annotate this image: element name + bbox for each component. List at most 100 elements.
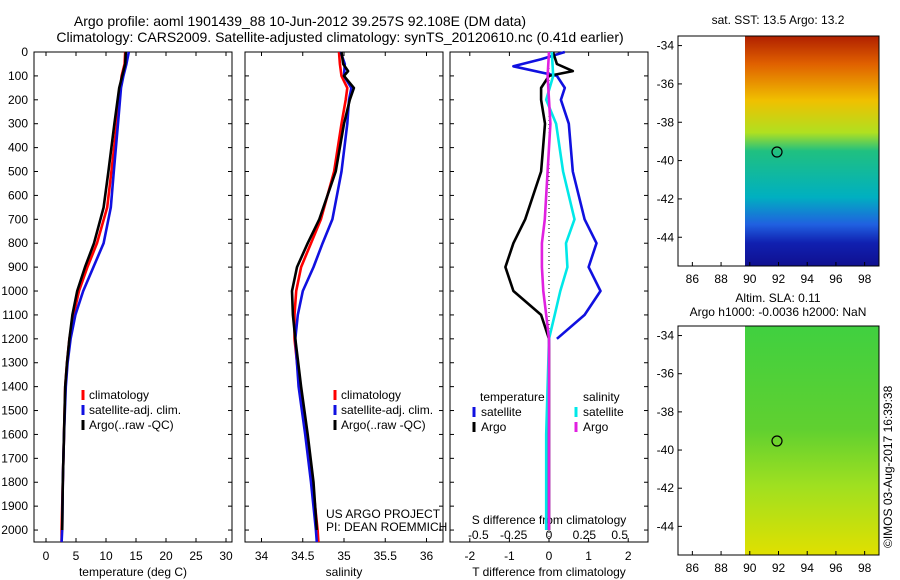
depth-tick-label: 1700	[1, 451, 28, 465]
sst-title: sat. SST: 13.5 Argo: 13.2	[712, 13, 845, 27]
axis-ticks: 0100200300400500600700800900100011001200…	[1, 39, 871, 575]
depth-tick-label: 1200	[1, 332, 28, 346]
map-y-tick-label: -40	[657, 443, 675, 457]
depth-tick-label: 1900	[1, 499, 28, 513]
depth-tick-label: 1400	[1, 380, 28, 394]
profile-line-magenta	[540, 51, 552, 530]
pi-credit: PI: DEAN ROEMMICH	[326, 520, 447, 534]
temperature-xlabel: temperature (deg C)	[79, 565, 187, 579]
sst-field	[745, 36, 879, 266]
map-x-tick-label: 88	[714, 272, 728, 286]
s-diff-tick-label: -0.25	[500, 528, 528, 542]
x-tick-label: 25	[189, 549, 203, 563]
map-y-tick-label: -42	[657, 192, 675, 206]
s-diff-tick-label: 0.25	[573, 528, 597, 542]
imos-credit: ©IMOS 03-Aug-2017 16:39:38	[881, 385, 895, 548]
legend-label: satellite	[583, 405, 624, 419]
map-y-tick-label: -36	[657, 77, 675, 91]
temperature-axes	[33, 51, 233, 543]
depth-tick-label: 700	[8, 212, 28, 226]
map-x-tick-label: 94	[801, 272, 815, 286]
sst-map-panel: sat. SST: 13.5 Argo: 13.2	[677, 13, 880, 267]
title-line2: Climatology: CARS2009. Satellite-adjuste…	[56, 29, 623, 45]
sla-field	[745, 326, 879, 555]
map-y-tick-label: -38	[657, 405, 675, 419]
legend-title-salinity: salinity	[583, 390, 620, 404]
map-x-tick-label: 86	[686, 561, 700, 575]
depth-tick-label: 1000	[1, 284, 28, 298]
map-y-tick-label: -40	[657, 154, 675, 168]
depth-tick-label: 200	[8, 93, 28, 107]
legend-label: satellite	[481, 405, 522, 419]
sla-float-marker	[771, 435, 783, 447]
profile-line-black	[290, 51, 356, 531]
map-x-tick-label: 86	[686, 272, 700, 286]
title-line1: Argo profile: aoml 1901439_88 10-Jun-201…	[74, 13, 526, 29]
depth-tick-label: 1100	[2, 308, 28, 322]
depth-tick-label: 0	[21, 45, 28, 59]
s-diff-tick-label: 0.5	[611, 528, 628, 542]
map-x-tick-label: 96	[829, 561, 843, 575]
map-y-tick-label: -34	[657, 329, 675, 343]
x-tick-label: -1	[504, 549, 515, 563]
legend-label: Argo(..raw -QC)	[341, 418, 426, 432]
x-tick-label: 35.5	[374, 549, 398, 563]
x-tick-label: 2	[625, 549, 632, 563]
difference-xlabel: T difference from climatology	[472, 565, 626, 579]
depth-tick-label: 500	[8, 165, 28, 179]
map-y-tick-label: -34	[657, 39, 675, 53]
legend-label: Argo	[583, 420, 609, 434]
profile-lines	[60, 50, 602, 543]
legend-label: Argo	[481, 420, 507, 434]
map-x-tick-label: 98	[858, 561, 872, 575]
x-tick-label: 35	[337, 549, 351, 563]
depth-tick-label: 600	[8, 188, 28, 202]
x-tick-label: 0	[546, 549, 553, 563]
x-tick-label: 30	[219, 549, 233, 563]
legend-label: satellite-adj. clim.	[341, 403, 433, 417]
profile-line-black	[60, 51, 128, 531]
depth-tick-label: 400	[8, 141, 28, 155]
map-x-tick-label: 98	[858, 272, 872, 286]
map-x-tick-label: 90	[743, 272, 757, 286]
depth-tick-label: 1800	[1, 475, 28, 489]
x-tick-label: -2	[464, 549, 475, 563]
sla-map-panel: Altim. SLA: 0.11 Argo h1000: -0.0036 h20…	[677, 291, 880, 556]
depth-tick-label: 1600	[1, 427, 28, 441]
map-y-tick-label: -42	[657, 481, 675, 495]
sla-title-2: Argo h1000: -0.0036 h2000: NaN	[690, 305, 867, 319]
depth-tick-label: 100	[8, 69, 28, 83]
profile-line-blue	[512, 50, 602, 340]
x-tick-label: 1	[585, 549, 592, 563]
depth-tick-label: 2000	[1, 523, 28, 537]
map-y-tick-label: -36	[657, 367, 675, 381]
x-tick-label: 34.5	[291, 549, 315, 563]
map-x-tick-label: 96	[829, 272, 843, 286]
salinity-xlabel: salinity	[326, 565, 363, 579]
map-x-tick-label: 94	[801, 561, 815, 575]
map-y-tick-label: -44	[657, 230, 675, 244]
legend-label: Argo(..raw -QC)	[89, 418, 174, 432]
x-tick-label: 15	[129, 549, 143, 563]
x-tick-label: 5	[73, 549, 80, 563]
profile-line-blue	[293, 51, 353, 543]
sst-float-marker	[771, 146, 783, 158]
x-tick-label: 36	[420, 549, 434, 563]
x-tick-label: 0	[43, 549, 50, 563]
map-x-tick-label: 92	[772, 561, 786, 575]
depth-tick-label: 1500	[1, 404, 28, 418]
map-x-tick-label: 90	[743, 561, 757, 575]
sla-title-1: Altim. SLA: 0.11	[735, 291, 820, 305]
x-tick-label: 34	[255, 549, 269, 563]
salinity-axes	[244, 51, 444, 543]
depth-tick-label: 300	[8, 117, 28, 131]
legend-title-temperature: temperature	[480, 390, 545, 404]
map-y-tick-label: -38	[657, 115, 675, 129]
depth-tick-label: 1300	[1, 356, 28, 370]
depth-tick-label: 800	[8, 236, 28, 250]
map-x-tick-label: 92	[772, 272, 786, 286]
legend-label: satellite-adj. clim.	[89, 403, 181, 417]
x-tick-label: 20	[159, 549, 173, 563]
